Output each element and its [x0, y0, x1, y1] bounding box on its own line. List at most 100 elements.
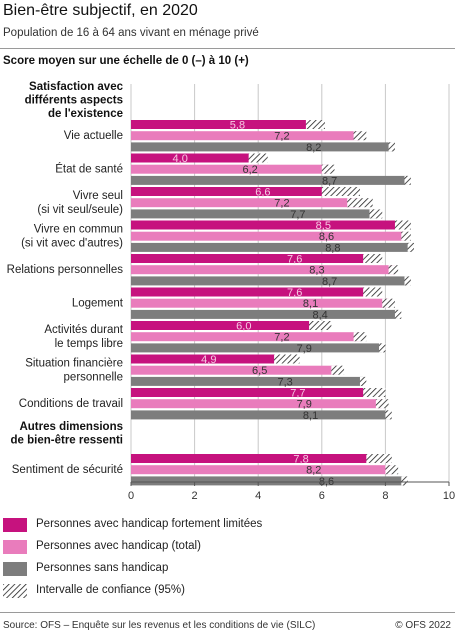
bar-activites-durant-series-3 — [131, 343, 382, 352]
bar-sentiment-de-securite-series-1 — [131, 454, 379, 463]
bar-activites-durant-series-2 — [131, 332, 360, 341]
ci-conditions-de-travail-series-2 — [376, 399, 389, 408]
legend-swatch-strongly-limited — [3, 518, 27, 532]
ci-vivre-en-commun-series-2 — [401, 232, 411, 241]
x-tick-label: 10 — [443, 490, 455, 502]
section-heading: de l'existence — [48, 108, 123, 120]
bar-situation-financiere-series-3 — [131, 377, 363, 386]
ci-vivre-en-commun-series-3 — [408, 243, 414, 252]
bar-vie-actuelle-series-2 — [131, 131, 360, 140]
ci-situation-financiere-series-1 — [274, 355, 299, 364]
section-heading: Autres dimensions — [19, 421, 123, 433]
category-label-relations-personnelles: Relations personnelles — [7, 264, 124, 276]
category-label-situation-financiere: personnelle — [64, 371, 123, 383]
ci-vie-actuelle-series-3 — [389, 142, 395, 151]
section-heading: de bien-être ressenti — [11, 435, 123, 447]
ci-logement-series-1 — [363, 288, 382, 297]
value-label-relations-personnelles-series-1: 7,6 — [287, 254, 302, 266]
bar-logement-series-1 — [131, 288, 373, 297]
ci-etat-de-sante-series-3 — [404, 176, 410, 185]
value-label-vie-actuelle-series-2: 7,2 — [274, 131, 289, 143]
ci-situation-financiere-series-2 — [331, 366, 344, 375]
bar-sentiment-de-securite-series-3 — [131, 476, 404, 485]
bar-logement-series-2 — [131, 299, 389, 308]
ci-relations-personnelles-series-3 — [404, 276, 410, 285]
bar-conditions-de-travail-series-2 — [131, 399, 382, 408]
ci-conditions-de-travail-series-3 — [385, 410, 391, 419]
value-label-situation-financiere-series-1: 4,9 — [201, 354, 216, 366]
source-note: Source: OFS – Enquête sur les revenus et… — [3, 620, 315, 631]
legend-label-disabled-total: Personnes avec handicap (total) — [36, 540, 201, 552]
ci-activites-durant-series-3 — [379, 343, 385, 352]
ci-vivre-seul-series-2 — [347, 198, 372, 207]
ci-sentiment-de-securite-series-3 — [401, 476, 407, 485]
value-label-vivre-en-commun-series-1: 8,5 — [316, 220, 331, 232]
value-label-activites-durant-series-3: 7,9 — [297, 343, 312, 355]
value-label-activites-durant-series-1: 6,0 — [236, 321, 251, 333]
bar-etat-de-sante-series-3 — [131, 176, 408, 185]
category-label-sentiment-de-securite: Sentiment de sécurité — [12, 464, 123, 476]
bar-vie-actuelle-series-1 — [131, 120, 315, 129]
x-tick-label: 4 — [255, 490, 261, 502]
value-label-logement-series-2: 8,1 — [303, 298, 318, 310]
ci-etat-de-sante-series-2 — [322, 165, 335, 174]
legend-swatch-confidence-interval — [3, 584, 27, 598]
ci-vie-actuelle-series-2 — [354, 131, 367, 140]
legend-label-confidence-interval: Intervalle de confiance (95%) — [36, 584, 185, 596]
ci-relations-personnelles-series-1 — [363, 254, 382, 263]
bar-relations-personnelles-series-3 — [131, 276, 408, 285]
category-label-etat-de-sante: État de santé — [55, 162, 123, 175]
value-label-logement-series-1: 7,6 — [287, 287, 302, 299]
ci-etat-de-sante-series-1 — [249, 154, 268, 163]
value-label-vivre-seul-series-2: 7,2 — [274, 198, 289, 210]
category-label-vivre-en-commun: (si vit avec d'autres) — [21, 237, 123, 249]
value-label-relations-personnelles-series-3: 8,7 — [322, 276, 337, 288]
ci-vie-actuelle-series-1 — [306, 120, 325, 129]
legend-label-no-disability: Personnes sans handicap — [36, 562, 168, 574]
category-label-activites-durant: Activités durant — [44, 324, 123, 336]
category-label-conditions-de-travail: Conditions de travail — [19, 398, 123, 410]
legend-label-strongly-limited: Personnes avec handicap fortement limité… — [36, 518, 262, 530]
value-label-vie-actuelle-series-3: 8,2 — [306, 142, 321, 154]
value-label-vivre-seul-series-3: 7,7 — [290, 209, 305, 221]
ci-activites-durant-series-1 — [309, 321, 331, 330]
x-tick-label: 2 — [192, 490, 198, 502]
category-label-activites-durant: le temps libre — [55, 338, 123, 350]
section-heading: Satisfaction avec — [29, 81, 124, 93]
bar-vivre-seul-series-2 — [131, 198, 360, 207]
value-label-relations-personnelles-series-2: 8,3 — [309, 265, 324, 277]
ci-sentiment-de-securite-series-2 — [385, 465, 398, 474]
value-label-vivre-en-commun-series-2: 8,6 — [319, 231, 334, 243]
category-label-vie-actuelle: Vie actuelle — [64, 130, 123, 142]
section-heading: différents aspects — [25, 95, 123, 107]
category-label-logement: Logement — [72, 297, 124, 309]
value-label-vie-actuelle-series-1: 5,8 — [230, 120, 245, 132]
legend-swatch-no-disability — [3, 562, 27, 576]
value-label-sentiment-de-securite-series-1: 7,8 — [293, 454, 308, 466]
value-label-etat-de-sante-series-2: 6,2 — [243, 164, 258, 176]
bar-etat-de-sante-series-1 — [131, 154, 258, 163]
bar-vivre-seul-series-3 — [131, 209, 376, 218]
bar-vie-actuelle-series-3 — [131, 142, 392, 151]
category-label-situation-financiere: Situation financière — [25, 357, 123, 369]
ci-conditions-de-travail-series-1 — [363, 388, 385, 397]
bar-conditions-de-travail-series-1 — [131, 388, 376, 397]
value-label-activites-durant-series-2: 7,2 — [274, 332, 289, 344]
ci-vivre-en-commun-series-1 — [395, 221, 411, 230]
bar-layer — [131, 120, 414, 485]
bar-vivre-en-commun-series-1 — [131, 221, 401, 230]
bar-relations-personnelles-series-2 — [131, 265, 395, 274]
bar-etat-de-sante-series-2 — [131, 165, 328, 174]
ci-logement-series-3 — [395, 310, 401, 319]
bottom-divider — [0, 612, 455, 613]
value-label-sentiment-de-securite-series-2: 8,2 — [306, 465, 321, 477]
value-label-etat-de-sante-series-1: 4,0 — [173, 153, 188, 165]
ci-activites-durant-series-2 — [354, 332, 367, 341]
bar-situation-financiere-series-2 — [131, 366, 338, 375]
value-label-conditions-de-travail-series-2: 7,9 — [297, 399, 312, 411]
bar-sentiment-de-securite-series-2 — [131, 465, 392, 474]
category-label-vivre-seul: (si vit seul/seule) — [37, 204, 123, 216]
value-label-vivre-en-commun-series-3: 8,8 — [325, 242, 340, 254]
ci-relations-personnelles-series-2 — [389, 265, 399, 274]
